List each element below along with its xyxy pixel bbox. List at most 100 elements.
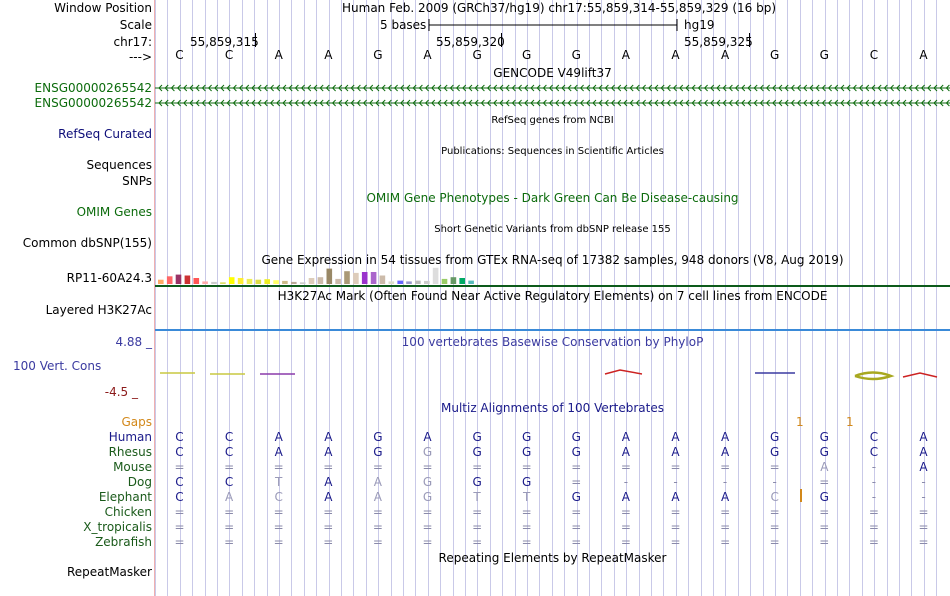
alignment-base: A (919, 430, 928, 444)
alignment-base: C (224, 475, 234, 489)
grid-line (341, 0, 342, 596)
species-label[interactable]: Human (108, 430, 152, 444)
gtex-tissue-bar[interactable] (450, 277, 457, 284)
gtex-tissue-bar[interactable] (361, 272, 368, 284)
grid-line (192, 0, 194, 596)
gtex-gene-line (155, 285, 950, 287)
gtex-tissue-bar[interactable] (255, 279, 262, 284)
gtex-tissue-bar[interactable] (228, 277, 235, 284)
alignment-base: = (769, 505, 780, 519)
alignment-base: = (422, 505, 433, 519)
alignment-base: = (819, 535, 830, 549)
phylop-track-title: 100 vertebrates Basewise Conservation by… (401, 335, 704, 349)
gtex-tissue-bar[interactable] (370, 272, 377, 284)
dbsnp-track-label[interactable]: Common dbSNP(155) (22, 236, 152, 250)
species-label[interactable]: Zebrafish (95, 535, 152, 549)
grid-line (502, 0, 504, 596)
alignment-base: = (472, 535, 483, 549)
gtex-tissue-bar[interactable] (273, 280, 279, 284)
gtex-tissue-bar[interactable] (335, 278, 341, 284)
gtex-tissue-bar[interactable] (166, 276, 173, 284)
gtex-tissue-bar[interactable] (344, 271, 350, 284)
sequences-track-label[interactable]: Sequences (86, 158, 152, 172)
gtex-tissue-bar[interactable] (317, 277, 324, 284)
grid-line (688, 0, 690, 596)
gaps-label[interactable]: Gaps (121, 415, 152, 429)
gtex-tissue-bar[interactable] (184, 275, 191, 285)
gtex-tissue-bar[interactable] (237, 278, 244, 284)
grid-line (899, 0, 900, 596)
gtex-tissue-bar[interactable] (299, 282, 306, 284)
gtex-tissue-bar[interactable] (211, 281, 217, 284)
grid-line (229, 0, 231, 596)
gtex-tissue-bar[interactable] (379, 275, 386, 285)
alignment-base: = (868, 505, 879, 519)
gtex-tissue-bar[interactable] (388, 281, 395, 284)
h3k27ac-track-label[interactable]: Layered H3K27Ac (45, 303, 152, 317)
gtex-track-title: Gene Expression in 54 tissues from GTEx … (261, 253, 844, 267)
species-label[interactable]: Rhesus (108, 445, 152, 459)
gencode-gene-label-1[interactable]: ENSG00000265542 (34, 81, 152, 95)
phylop-track-label[interactable]: 100 Vert. Cons (13, 359, 102, 373)
base-letter: A (423, 48, 432, 62)
alignment-base: T (473, 490, 481, 504)
repeatmasker-track-label[interactable]: RepeatMasker (66, 565, 152, 579)
species-label[interactable]: X_tropicalis (83, 520, 152, 534)
alignment-base: = (521, 520, 532, 534)
label-divider (154, 0, 155, 596)
gtex-tissue-bar[interactable] (424, 280, 430, 284)
alignment-base: = (720, 520, 731, 534)
gtex-tissue-bar[interactable] (282, 280, 288, 284)
base-letter: A (324, 48, 333, 62)
gtex-tissue-bar[interactable] (308, 278, 315, 284)
base-letter: A (621, 48, 630, 62)
gtex-tissue-bar[interactable] (246, 278, 253, 284)
gencode-gene-label-2[interactable]: ENSG00000265542 (34, 96, 152, 110)
alignment-base: = (819, 505, 830, 519)
alignment-base: = (571, 520, 582, 534)
gtex-expression-bars[interactable] (155, 266, 950, 286)
gtex-tissue-bar[interactable] (397, 280, 403, 284)
alignment-base: = (273, 520, 284, 534)
gtex-track-label[interactable]: RP11-60A24.3 (66, 271, 152, 285)
gtex-tissue-bar[interactable] (202, 281, 208, 284)
gtex-tissue-bar[interactable] (158, 279, 164, 284)
grid-line (576, 0, 578, 596)
species-label[interactable]: Mouse (113, 460, 152, 474)
gtex-tissue-bar[interactable] (406, 281, 412, 284)
alignment-base: = (472, 505, 483, 519)
gtex-tissue-bar[interactable] (175, 274, 182, 284)
gtex-tissue-bar[interactable] (459, 278, 465, 284)
species-label[interactable]: Dog (127, 475, 152, 489)
alignment-base: A (274, 430, 283, 444)
gtex-tissue-bar[interactable] (353, 272, 359, 284)
alignment-base: = (422, 460, 433, 474)
alignment-base: A (720, 430, 730, 444)
gtex-tissue-bar[interactable] (432, 267, 439, 284)
species-label[interactable]: Chicken (104, 505, 152, 519)
gtex-tissue-bar[interactable] (468, 280, 474, 284)
gtex-tissue-bar[interactable] (264, 279, 270, 284)
grid-line (365, 0, 367, 596)
alignment-base: A (720, 445, 730, 459)
alignment-base: A (324, 430, 333, 444)
gtex-tissue-bar[interactable] (291, 281, 297, 284)
gtex-tissue-bar[interactable] (326, 268, 333, 284)
alignment-base: = (571, 475, 582, 489)
refseq-track-label[interactable]: RefSeq Curated (58, 127, 152, 141)
alignment-base: = (819, 520, 830, 534)
gencode-gene-1[interactable] (155, 82, 950, 94)
gencode-gene-2[interactable] (155, 97, 950, 109)
snps-track-label[interactable]: SNPs (122, 174, 152, 188)
gtex-tissue-bar[interactable] (415, 280, 421, 284)
gtex-tissue-bar[interactable] (441, 278, 448, 284)
gtex-tissue-bar[interactable] (220, 282, 226, 284)
grid-line (254, 0, 256, 596)
alignment-base: = (224, 460, 235, 474)
gtex-tissue-bar[interactable] (193, 278, 200, 284)
omim-track-label[interactable]: OMIM Genes (76, 205, 152, 219)
scale-assembly: hg19 (684, 18, 715, 32)
species-label[interactable]: Elephant (98, 490, 152, 504)
alignment-base: = (720, 535, 731, 549)
